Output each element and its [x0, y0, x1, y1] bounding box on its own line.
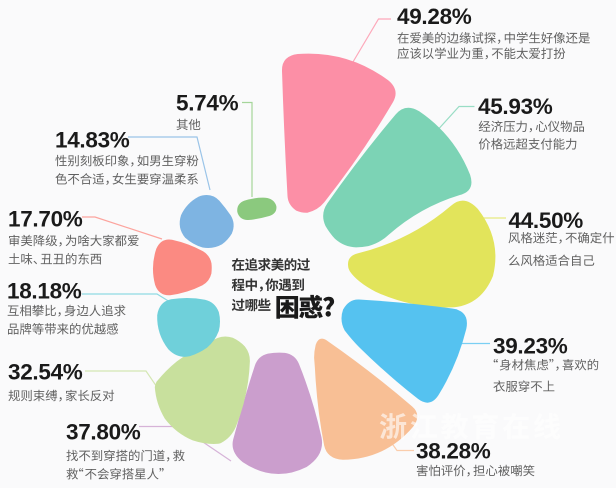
- svg-text:17.70%: 17.70%: [8, 207, 83, 232]
- svg-text:18.18%: 18.18%: [7, 279, 82, 304]
- svg-text:32.54%: 32.54%: [8, 360, 83, 385]
- svg-text:38.28%: 38.28%: [416, 439, 491, 464]
- svg-text:5.74%: 5.74%: [176, 91, 239, 116]
- svg-text:14.83%: 14.83%: [55, 128, 130, 153]
- svg-text:45.93%: 45.93%: [478, 94, 553, 119]
- svg-text:44.50%: 44.50%: [509, 208, 584, 233]
- svg-text:37.80%: 37.80%: [66, 420, 141, 445]
- svg-text:39.23%: 39.23%: [493, 334, 568, 359]
- svg-text:49.28%: 49.28%: [397, 4, 472, 29]
